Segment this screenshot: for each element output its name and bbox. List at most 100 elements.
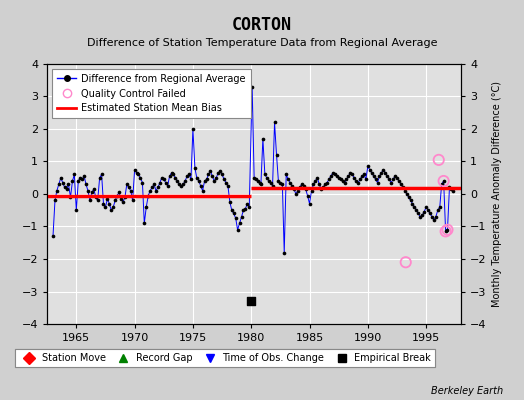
Point bbox=[185, 171, 193, 178]
Point bbox=[62, 186, 71, 192]
Point bbox=[257, 181, 265, 188]
Point bbox=[405, 194, 413, 200]
Point bbox=[158, 174, 166, 181]
Point bbox=[222, 180, 230, 186]
Point bbox=[177, 183, 185, 189]
Point bbox=[154, 184, 162, 191]
Point bbox=[379, 166, 388, 173]
Point bbox=[142, 204, 150, 210]
Point bbox=[72, 207, 81, 214]
Legend: Station Move, Record Gap, Time of Obs. Change, Empirical Break: Station Move, Record Gap, Time of Obs. C… bbox=[15, 350, 435, 367]
Point bbox=[362, 176, 370, 182]
Point bbox=[298, 181, 306, 188]
Point bbox=[52, 188, 61, 194]
Point bbox=[344, 173, 353, 179]
Y-axis label: Monthly Temperature Anomaly Difference (°C): Monthly Temperature Anomaly Difference (… bbox=[492, 81, 502, 307]
Point bbox=[401, 259, 410, 266]
Point bbox=[243, 200, 252, 207]
Point bbox=[414, 210, 422, 217]
Point bbox=[435, 204, 444, 210]
Text: Berkeley Earth: Berkeley Earth bbox=[431, 386, 503, 396]
Point bbox=[146, 188, 154, 194]
Point bbox=[292, 191, 300, 197]
Point bbox=[333, 173, 341, 179]
Point bbox=[360, 171, 368, 178]
Point bbox=[395, 178, 403, 184]
Point bbox=[263, 174, 271, 181]
Point bbox=[407, 197, 415, 204]
Point bbox=[272, 152, 281, 158]
Point bbox=[226, 199, 234, 205]
Point bbox=[433, 207, 442, 214]
Point bbox=[393, 174, 401, 181]
Point bbox=[440, 178, 448, 184]
Point bbox=[140, 220, 148, 226]
Point bbox=[156, 180, 164, 186]
Point bbox=[193, 174, 201, 181]
Point bbox=[101, 204, 110, 210]
Point bbox=[372, 176, 380, 182]
Point bbox=[247, 298, 255, 304]
Point bbox=[412, 207, 421, 214]
Point bbox=[183, 173, 191, 179]
Point bbox=[340, 180, 348, 186]
Point bbox=[356, 176, 364, 182]
Point bbox=[82, 181, 90, 188]
Point bbox=[125, 184, 133, 191]
Point bbox=[305, 200, 314, 207]
Point bbox=[179, 181, 188, 188]
Point bbox=[430, 217, 438, 223]
Point bbox=[210, 178, 219, 184]
Point bbox=[241, 206, 249, 212]
Point bbox=[218, 171, 226, 178]
Point bbox=[92, 194, 100, 200]
Point bbox=[59, 180, 67, 186]
Point bbox=[80, 173, 89, 179]
Point bbox=[325, 176, 333, 182]
Point bbox=[348, 171, 356, 178]
Point bbox=[416, 214, 424, 220]
Point bbox=[383, 173, 391, 179]
Point bbox=[51, 197, 59, 204]
Point bbox=[385, 176, 394, 182]
Point bbox=[268, 183, 277, 189]
Point bbox=[286, 180, 294, 186]
Point bbox=[224, 183, 232, 189]
Point bbox=[326, 173, 335, 179]
Point bbox=[323, 180, 331, 186]
Point bbox=[443, 226, 452, 233]
Point bbox=[57, 174, 65, 181]
Point bbox=[128, 197, 137, 204]
Point bbox=[307, 188, 315, 194]
Point bbox=[311, 178, 320, 184]
Text: CORTON: CORTON bbox=[232, 16, 292, 34]
Point bbox=[288, 183, 296, 189]
Point bbox=[424, 207, 432, 214]
Point bbox=[402, 191, 411, 197]
Point bbox=[315, 181, 323, 188]
Point bbox=[107, 207, 115, 214]
Point bbox=[189, 126, 197, 132]
Point bbox=[282, 171, 290, 178]
Point bbox=[227, 207, 236, 214]
Point bbox=[115, 189, 123, 196]
Point bbox=[49, 233, 57, 240]
Point bbox=[440, 178, 448, 184]
Point bbox=[366, 166, 374, 173]
Point bbox=[408, 200, 417, 207]
Point bbox=[265, 178, 273, 184]
Point bbox=[68, 178, 77, 184]
Point bbox=[434, 157, 443, 163]
Point bbox=[364, 163, 372, 170]
Point bbox=[160, 176, 168, 182]
Point bbox=[123, 181, 131, 188]
Point bbox=[117, 196, 125, 202]
Point bbox=[401, 188, 409, 194]
Point bbox=[449, 188, 457, 194]
Point bbox=[387, 180, 395, 186]
Point bbox=[136, 174, 145, 181]
Point bbox=[103, 196, 112, 202]
Point bbox=[447, 186, 456, 192]
Point bbox=[259, 136, 267, 142]
Point bbox=[267, 180, 275, 186]
